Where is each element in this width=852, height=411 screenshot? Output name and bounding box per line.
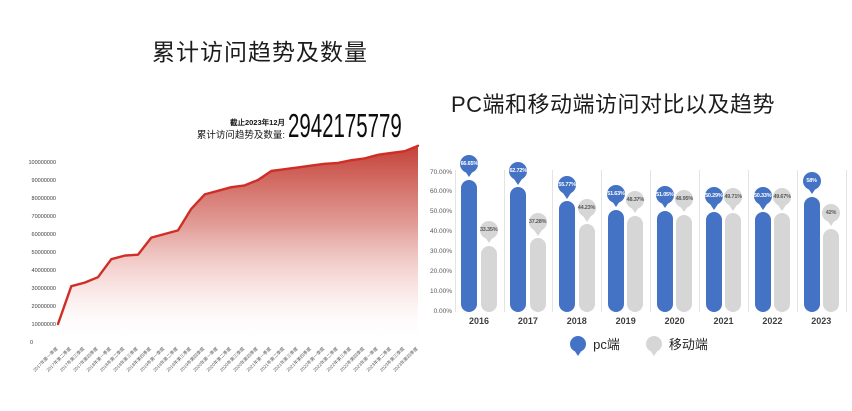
left-chart-title: 累计访问趋势及数量 xyxy=(152,39,368,65)
mobile-bar-2016 xyxy=(480,245,497,312)
y-axis-tick-label: 100000000 xyxy=(28,160,56,166)
y-axis-origin-label: 0 xyxy=(30,340,33,346)
group-separator xyxy=(454,170,456,312)
y-axis-tick-label: 40000000 xyxy=(32,268,56,274)
pc-bar-2021 xyxy=(705,212,722,312)
year-label-2021: 2021 xyxy=(713,316,734,326)
mobile-bar-2020 xyxy=(676,214,693,312)
y-axis-percent-label: 10.00% xyxy=(429,287,452,295)
pc-mobile-comparison-panel: PC端和移动端访问对比以及趋势 70.00% 60.00% 50.00% 40.00%… xyxy=(426,0,852,411)
pc-value-bubble-2022: 50.33% xyxy=(753,187,772,210)
year-label-2018: 2018 xyxy=(566,316,587,326)
year-label-2023: 2023 xyxy=(811,316,832,326)
mobile-value-bubble-2023: 42% xyxy=(822,203,840,227)
chart-legend: pc端 移动端 xyxy=(426,334,852,356)
y-axis-percent-label: 70.00% xyxy=(429,168,452,176)
mobile-value-bubble-2017: 37.28% xyxy=(528,213,547,236)
mobile-value-bubble-2019: 48.37% xyxy=(626,190,645,214)
mobile-value-bubble-2018: 44.23% xyxy=(577,199,596,222)
y-axis-tick-label: 20000000 xyxy=(32,304,56,310)
pc-bar-2017 xyxy=(510,187,527,312)
group-separator xyxy=(796,170,798,312)
right-chart-title: PC端和移动端访问对比以及趋势 xyxy=(451,92,776,117)
y-axis-tick-label: 30000000 xyxy=(32,286,56,292)
legend-pc-marker-icon xyxy=(570,335,587,356)
mobile-value-bubble-2020: 48.95% xyxy=(675,189,694,213)
group-separator xyxy=(747,170,749,312)
mobile-bar-2021 xyxy=(725,213,742,312)
pc-value-bubble-2019: 51.63% xyxy=(607,184,625,207)
y-axis-tick-label: 70000000 xyxy=(32,214,56,220)
mobile-bar-2019 xyxy=(627,215,644,312)
pc-value-bubble-2021: 50.29% xyxy=(704,187,723,210)
year-label-2019: 2019 xyxy=(615,316,636,326)
pc-value-bubble-2020: 51.05% xyxy=(655,185,674,209)
area-trend-line xyxy=(56,144,420,326)
pc-bar-2022 xyxy=(754,212,771,312)
legend-item-mobile: 移动端 xyxy=(645,334,708,356)
total-visits-value: 2942175779 xyxy=(288,107,402,144)
group-separator xyxy=(601,170,603,312)
mobile-bar-2018 xyxy=(578,224,595,312)
legend-pc-label: pc端 xyxy=(593,337,620,352)
area-fill xyxy=(58,145,418,342)
group-separator xyxy=(699,170,701,312)
group-separator xyxy=(503,170,505,312)
year-label-2022: 2022 xyxy=(762,316,783,326)
legend-mobile-marker-icon xyxy=(645,335,662,356)
y-axis-percent-label: 0.00% xyxy=(433,307,452,315)
pc-value-bubble-2017: 62.72% xyxy=(509,162,528,185)
y-axis-percent-label: 60.00% xyxy=(429,188,452,196)
pc-value-bubble-2023: 58% xyxy=(802,171,821,195)
mobile-bar-2022 xyxy=(774,213,791,312)
pc-bar-2020 xyxy=(656,210,673,312)
year-label-2020: 2020 xyxy=(664,316,685,326)
group-separator xyxy=(650,170,652,312)
mobile-bar-2023 xyxy=(823,228,839,312)
y-axis-percent-label: 40.00% xyxy=(429,228,452,236)
legend-mobile-label: 移动端 xyxy=(668,337,708,352)
year-label-2016: 2016 xyxy=(468,316,490,326)
y-axis-percent-label: 20.00% xyxy=(429,267,452,275)
pc-bar-2019 xyxy=(608,209,624,312)
y-axis-percent-label: 30.00% xyxy=(429,247,452,255)
total-visits-label: 累计访问趋势及数量: xyxy=(196,130,285,141)
year-label-2017: 2017 xyxy=(517,316,538,326)
pc-value-bubble-2018: 55.77% xyxy=(558,176,577,199)
mobile-bar-2017 xyxy=(529,238,546,312)
y-axis-tick-label: 80000000 xyxy=(32,196,56,202)
group-separator xyxy=(845,170,847,312)
mobile-value-bubble-2021: 49.71% xyxy=(724,188,743,211)
y-axis-tick-label: 90000000 xyxy=(32,178,56,184)
y-axis-tick-label: 60000000 xyxy=(32,232,56,238)
mobile-value-bubble-2022: 49.67% xyxy=(773,188,792,211)
pc-value-bubble-2016: 66.65% xyxy=(460,154,479,178)
legend-item-pc: pc端 xyxy=(570,334,620,356)
pc-bar-2016 xyxy=(461,179,478,312)
pc-bar-2018 xyxy=(559,201,576,312)
mobile-value-bubble-2016: 33.35% xyxy=(479,220,498,244)
as-of-date-label: 截止2023年12月 xyxy=(229,118,285,127)
y-axis-tick-label: 50000000 xyxy=(32,250,56,256)
cumulative-area-chart: 1000000009000000080000000700000006000000… xyxy=(28,144,420,373)
y-axis-percent-label: 50.00% xyxy=(429,208,452,216)
pc-bar-2023 xyxy=(803,196,820,312)
pc-mobile-lollipop-chart: 70.00% 60.00% 50.00% 40.00% 30.00% 20.00% 10.0… xyxy=(426,0,852,411)
y-axis-tick-label: 10000000 xyxy=(32,322,56,328)
cumulative-visits-panel: 100000000 90000000 80000000 70000000 6000000… xyxy=(28,39,420,373)
group-separator xyxy=(552,170,554,312)
